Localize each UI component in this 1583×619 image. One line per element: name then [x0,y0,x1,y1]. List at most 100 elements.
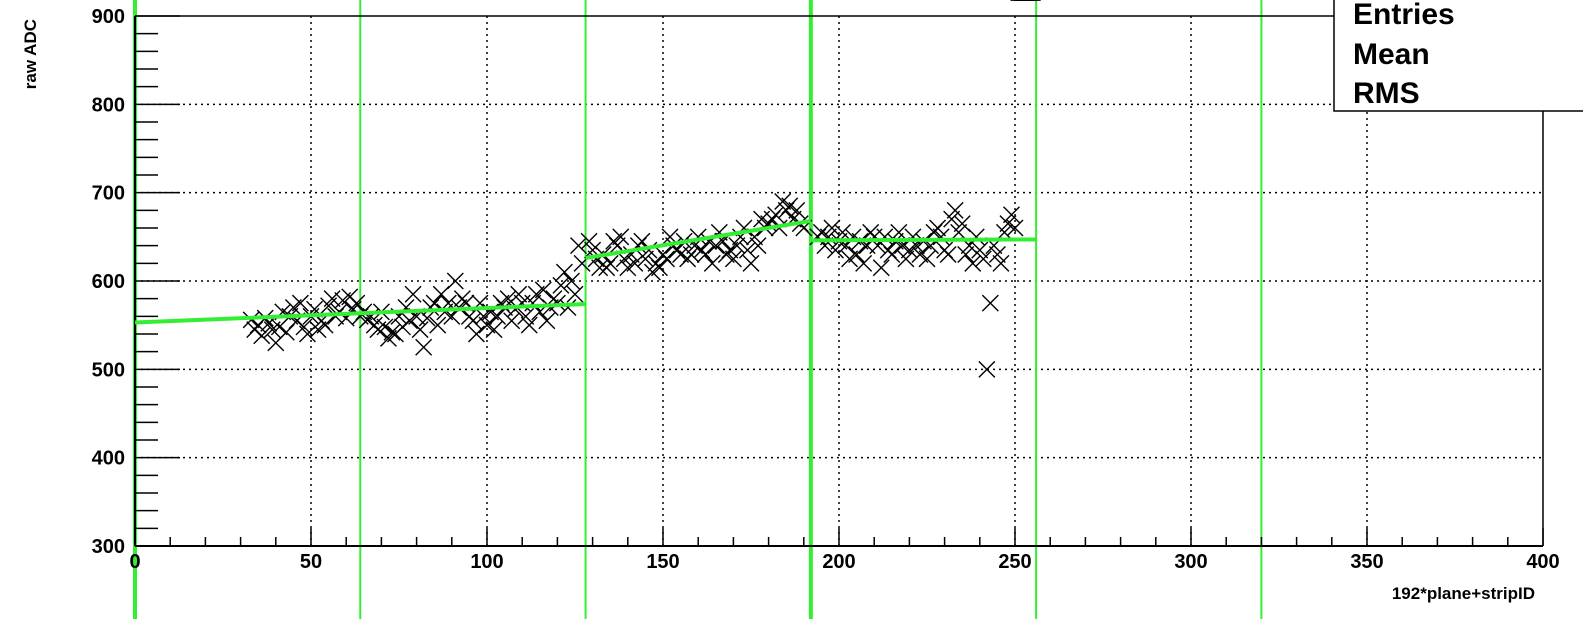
stats-entries-label: Entries [1353,0,1455,31]
data-point [767,206,785,224]
data-point [1002,206,1020,224]
data-point [464,312,482,330]
data-point [559,299,577,316]
data-point [552,276,570,294]
data-point [724,250,742,268]
data-point [943,210,961,228]
fit-lines [134,218,1037,325]
data-point-stroke [295,318,313,336]
data-point [788,201,806,219]
data-point [834,223,852,241]
data-point-stroke [510,285,528,303]
x-tick-label-200: 200 [822,551,855,573]
fit-line-0 [134,301,586,325]
data-point [904,228,922,246]
data-point [626,254,644,272]
data-point-stroke [517,307,535,325]
data-point [242,311,260,329]
data-point-stroke [946,201,964,219]
data-point-stroke [823,219,841,237]
data-point [489,307,507,325]
data-point [872,259,890,277]
data-point-stroke [316,316,334,334]
data-point-stroke [415,338,433,356]
data-point [562,272,580,290]
data-point [883,246,901,263]
data-point [682,246,700,263]
data-point-stroke [742,254,760,272]
data-point-stroke [953,215,971,233]
data-point-stroke [636,250,654,268]
data-point-stroke [612,228,630,246]
data-point-stroke [978,360,996,378]
data-point-stroke [774,193,792,210]
x-axis-title: 192*plane+stripID [1392,584,1535,603]
data-point-stroke [929,219,947,237]
data-point-stroke [939,246,957,263]
data-point-stroke [534,281,552,299]
data-point-stroke [872,259,890,277]
y-tick-label-300: 300 [92,536,125,558]
data-point [316,316,334,334]
data-point [696,246,714,263]
tick-labels: 0 50 100 150 200 250 300 350 400 300 400 500 600 700 8… [92,6,1560,573]
data-point [981,294,999,312]
data-point-stroke [682,246,700,263]
data-point-stroke [499,290,517,308]
data-point [897,250,915,268]
data-point-stroke [724,250,742,268]
data-point [503,312,521,330]
data-point-stroke [429,316,447,334]
data-point [992,254,1010,272]
data-point [932,228,950,246]
data-point [1006,219,1024,237]
data-point-stroke [242,311,260,329]
data-point [323,290,341,308]
data-point [520,316,538,334]
grid-lines [135,16,1543,546]
data-point-stroke [601,254,619,272]
data-point [534,281,552,299]
data-point [538,312,556,330]
data-point-stroke [988,246,1006,263]
y-tick-label-600: 600 [92,271,125,293]
data-point-stroke [411,321,429,339]
data-point [499,290,517,308]
data-point-stroke [650,259,668,277]
data-point [939,246,957,263]
data-point [950,223,968,241]
x-tick-label-400: 400 [1526,551,1559,573]
data-point [967,228,985,246]
stats-rms-label: RMS [1353,77,1420,110]
data-point [946,201,964,219]
data-point-stroke [911,246,929,263]
data-point-stroke [932,228,950,246]
data-point [826,241,844,259]
data-point [636,250,654,268]
data-point-stroke [992,254,1010,272]
y-tick-label-400: 400 [92,448,125,470]
data-point [848,246,866,263]
data-point-stroke [848,246,866,263]
data-point-stroke [520,316,538,334]
y-axis-title: raw ADC [21,19,40,89]
data-point-stroke [489,307,507,325]
data-point-stroke [291,294,309,312]
data-point [298,325,316,343]
data-point [485,321,503,339]
data-point [291,294,309,312]
data-point-stroke [418,309,436,327]
data-point-stroke [626,254,644,272]
data-point-stroke [584,241,602,259]
data-point-stroke [348,294,366,312]
data-point [855,254,873,272]
data-point [580,232,598,250]
fit-line-2 [810,237,1037,243]
data-point-stroke [658,250,676,268]
data-point [404,285,422,303]
x-tick-label-350: 350 [1350,551,1383,573]
data-point [517,307,535,325]
data-point [348,294,366,312]
data-point-stroke [883,246,901,263]
